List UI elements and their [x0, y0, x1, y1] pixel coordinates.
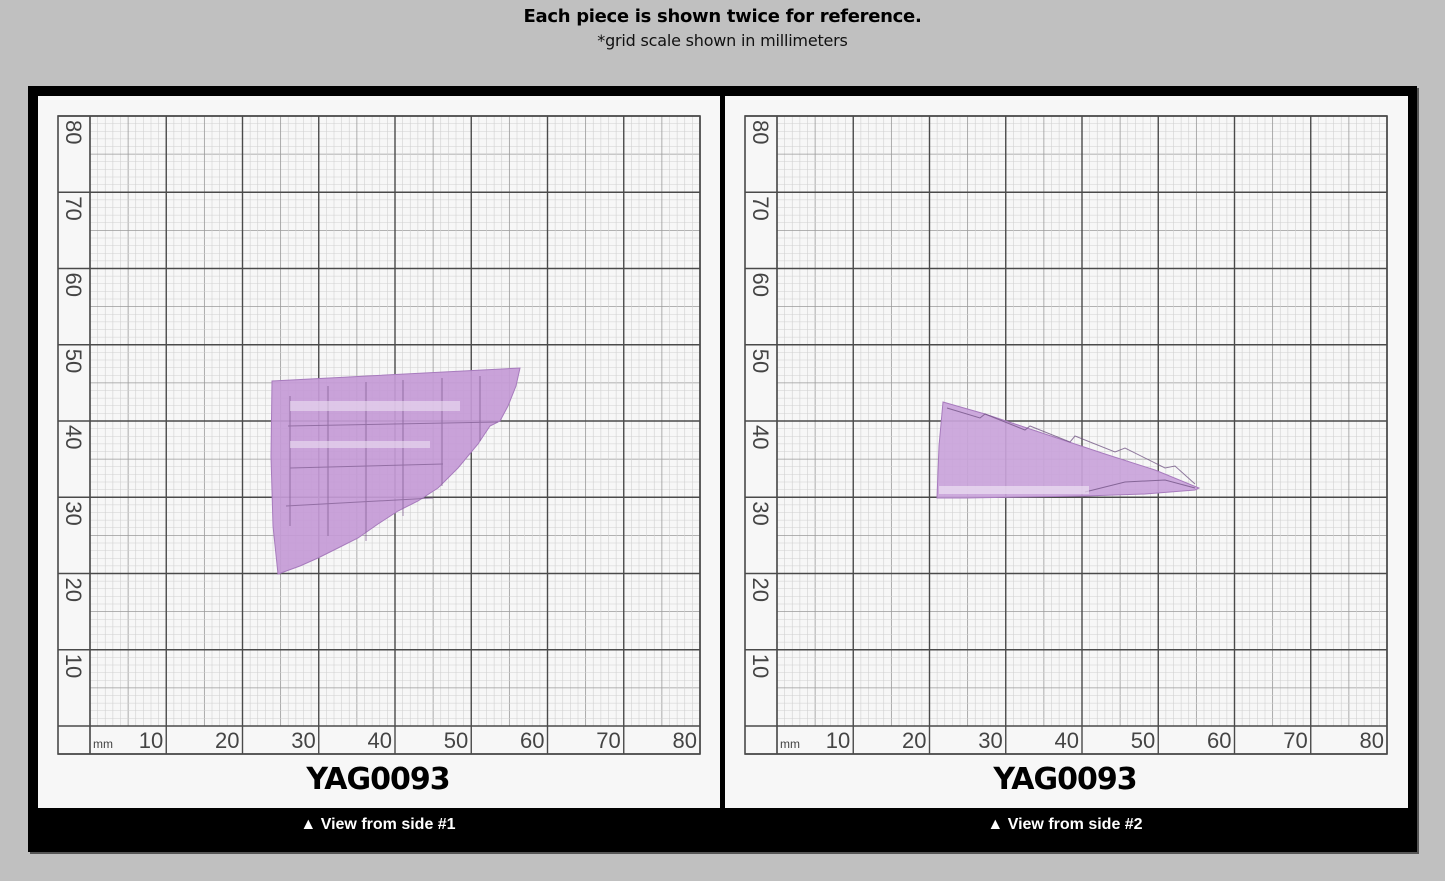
caption-side-1: ▲ View from side #1	[300, 816, 456, 833]
svg-text:mm: mm	[780, 737, 800, 751]
svg-text:40: 40	[1055, 728, 1079, 753]
svg-text:30: 30	[748, 501, 773, 525]
piece-id-label: YAG0093	[306, 762, 450, 797]
svg-text:80: 80	[61, 120, 86, 144]
gem-piece-side-1[interactable]	[270, 367, 521, 575]
page-title: Each piece is shown twice for reference.	[523, 6, 922, 27]
svg-text:80: 80	[1360, 728, 1384, 753]
svg-text:20: 20	[748, 578, 773, 602]
svg-text:10: 10	[826, 728, 850, 753]
svg-text:10: 10	[61, 654, 86, 678]
svg-text:30: 30	[291, 728, 315, 753]
svg-text:10: 10	[748, 654, 773, 678]
svg-text:80: 80	[748, 120, 773, 144]
panel-side-2: 10 20 30 40 50 60 70 80 mm 80 70 60 50 40 30 20 10 YAG00…	[725, 96, 1408, 808]
mm-grid-side-1: 10 20 30 40 50 60 70 80 mm 80 70 60 50 40 30 20 10	[57, 115, 701, 755]
caption-side-2: ▲ View from side #2	[987, 816, 1143, 833]
svg-text:50: 50	[61, 349, 86, 373]
svg-text:10: 10	[139, 728, 163, 753]
piece-id-label: YAG0093	[993, 762, 1137, 797]
svg-text:80: 80	[673, 728, 697, 753]
svg-text:20: 20	[902, 728, 926, 753]
svg-text:50: 50	[748, 349, 773, 373]
gem-piece-side-2[interactable]	[936, 401, 1201, 499]
svg-text:40: 40	[368, 728, 392, 753]
svg-text:70: 70	[1283, 728, 1307, 753]
svg-text:20: 20	[61, 578, 86, 602]
page-subtitle: *grid scale shown in millimeters	[597, 31, 848, 50]
svg-text:60: 60	[61, 273, 86, 297]
svg-text:30: 30	[61, 501, 86, 525]
svg-text:60: 60	[520, 728, 544, 753]
svg-text:60: 60	[748, 273, 773, 297]
svg-text:60: 60	[1207, 728, 1231, 753]
svg-text:50: 50	[444, 728, 468, 753]
page-header: Each piece is shown twice for reference.…	[0, 0, 1445, 86]
svg-text:70: 70	[61, 196, 86, 220]
svg-text:40: 40	[61, 425, 86, 449]
svg-text:70: 70	[596, 728, 620, 753]
svg-text:20: 20	[215, 728, 239, 753]
svg-text:50: 50	[1131, 728, 1155, 753]
svg-text:30: 30	[978, 728, 1002, 753]
svg-text:70: 70	[748, 196, 773, 220]
svg-text:mm: mm	[93, 737, 113, 751]
svg-text:40: 40	[748, 425, 773, 449]
panel-side-1: 10 20 30 40 50 60 70 80 mm 80 70 60 50 40 30 20 10 YAG00…	[38, 96, 720, 808]
mm-grid-side-2: 10 20 30 40 50 60 70 80 mm 80 70 60 50 40 30 20 10	[744, 115, 1388, 755]
